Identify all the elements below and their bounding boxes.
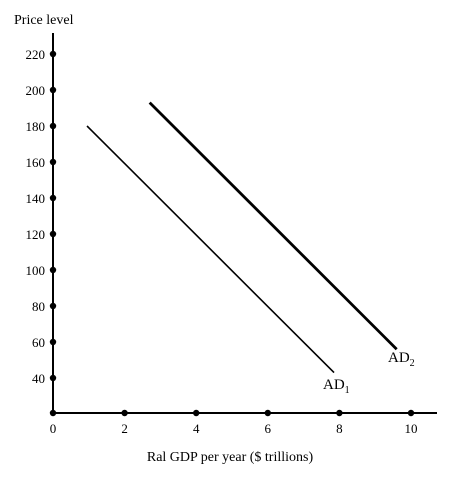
y-tick-label: 80 <box>32 299 45 314</box>
y-axis-ticks: 40 60 80 100 120 140 160 180 200 220 <box>26 47 57 386</box>
x-tick-dot <box>264 409 271 417</box>
y-tick-label: 120 <box>26 227 46 242</box>
x-tick-label: 8 <box>336 421 343 436</box>
y-tick-label: 100 <box>26 263 46 278</box>
y-tick-dot <box>49 302 57 310</box>
x-axis-label: Ral GDP per year ($ trillions) <box>147 450 314 465</box>
ad-curve-label-2: AD2 <box>388 350 415 369</box>
ad-curve-label-1: AD1 <box>323 377 350 396</box>
origin-dot <box>49 409 57 417</box>
y-tick-dot <box>49 374 57 382</box>
y-axis-label: Price level <box>14 13 74 28</box>
x-tick-label: 4 <box>193 421 200 436</box>
x-tick-label: 6 <box>265 421 272 436</box>
y-tick-dot <box>49 338 57 346</box>
y-tick-label: 180 <box>26 119 46 134</box>
ad-curve-line-2 <box>148 101 398 351</box>
y-tick-dot <box>49 122 57 130</box>
y-tick-dot <box>49 194 57 202</box>
x-tick-label: 0 <box>50 421 57 436</box>
y-tick-label: 220 <box>26 47 46 62</box>
y-tick-dot <box>49 86 57 94</box>
ad-curve-line-1 <box>86 125 335 374</box>
y-tick-dot <box>49 158 57 166</box>
x-tick-label: 2 <box>121 421 128 436</box>
x-tick-label: 10 <box>405 421 418 436</box>
y-tick-dot <box>49 230 57 238</box>
x-tick-dot <box>121 409 128 417</box>
x-tick-dot <box>336 409 343 417</box>
y-tick-dot <box>49 266 57 274</box>
y-tick-label: 140 <box>26 191 46 206</box>
y-tick-label: 200 <box>26 83 46 98</box>
x-axis-ticks: 0 2 4 6 8 10 <box>50 409 418 436</box>
y-tick-dot <box>49 50 57 58</box>
y-tick-label: 160 <box>26 155 46 170</box>
y-tick-label: 40 <box>32 371 45 386</box>
x-tick-dot <box>407 409 415 417</box>
ad-curves: AD1 AD2 <box>86 101 415 396</box>
x-tick-dot <box>193 409 200 417</box>
y-tick-label: 60 <box>32 335 45 350</box>
